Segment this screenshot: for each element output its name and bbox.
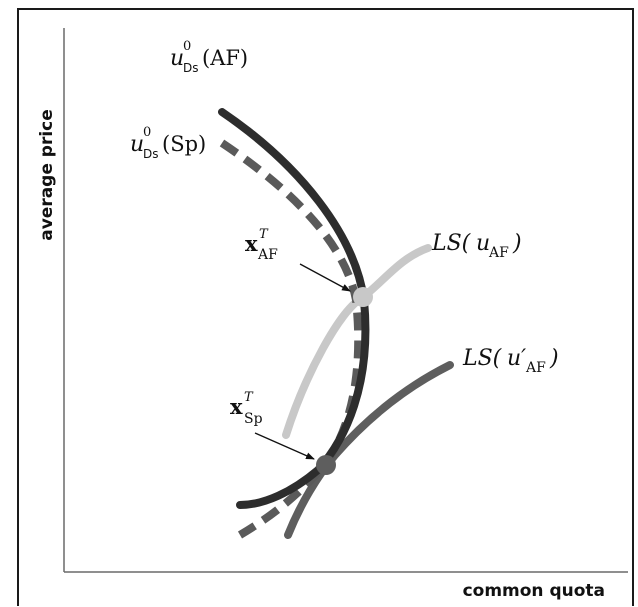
label-ls-af: LS( u AF ) xyxy=(431,231,522,261)
y-axis-label: average price xyxy=(37,109,57,241)
arrow-x-sp xyxy=(254,432,315,460)
svg-text:x: x xyxy=(230,394,243,419)
ls-af-prime-curve xyxy=(284,361,454,539)
svg-text:AF: AF xyxy=(257,247,278,263)
svg-text:u: u xyxy=(170,46,184,71)
svg-text:Ds: Ds xyxy=(143,147,159,161)
arrow-x-af xyxy=(299,263,351,292)
u-ds-af-curve xyxy=(218,108,370,509)
label-x-sp: x T Sp xyxy=(230,390,263,427)
label-u-ds-af: u 0 Ds (AF) xyxy=(170,39,248,75)
svg-text:T: T xyxy=(259,227,269,242)
svg-text:0: 0 xyxy=(143,125,151,140)
svg-text:Sp: Sp xyxy=(244,411,263,427)
svg-text:u′: u′ xyxy=(507,346,526,371)
x-axis-label: common quota xyxy=(463,581,605,601)
svg-text:Ds: Ds xyxy=(183,61,199,75)
svg-text:): ) xyxy=(549,346,559,371)
svg-text:AF: AF xyxy=(488,245,509,261)
point-x-af xyxy=(353,287,373,307)
svg-text:T: T xyxy=(244,390,254,405)
svg-text:LS(: LS( xyxy=(462,346,502,371)
svg-text:(AF): (AF) xyxy=(202,46,248,70)
svg-text:(Sp): (Sp) xyxy=(162,132,206,156)
label-x-af: x T AF xyxy=(245,227,278,263)
label-u-ds-sp: u 0 Ds (Sp) xyxy=(130,125,206,161)
svg-text:0: 0 xyxy=(183,39,191,54)
svg-text:): ) xyxy=(512,231,522,256)
point-x-sp xyxy=(316,455,336,475)
u-ds-sp-curve xyxy=(219,139,363,539)
svg-text:AF: AF xyxy=(525,360,546,376)
label-ls-af-prime: LS( u′ AF ) xyxy=(462,346,559,376)
svg-text:u: u xyxy=(476,231,490,256)
diagram-frame xyxy=(17,8,634,606)
svg-text:u: u xyxy=(130,132,144,157)
svg-text:LS(: LS( xyxy=(431,231,471,256)
svg-text:x: x xyxy=(245,231,258,256)
